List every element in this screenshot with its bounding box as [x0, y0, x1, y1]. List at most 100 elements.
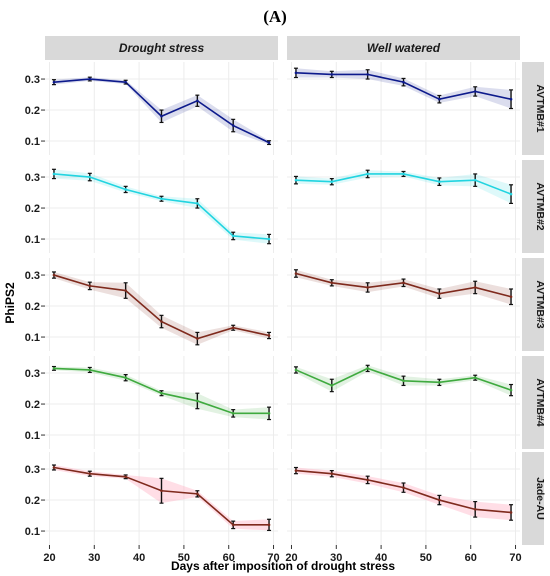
- row-strip: [522, 258, 544, 351]
- data-point: [196, 337, 199, 340]
- data-point: [267, 237, 271, 241]
- data-point: [509, 192, 513, 196]
- data-point: [52, 273, 56, 277]
- panel-background: [45, 356, 278, 449]
- data-point: [509, 511, 513, 514]
- data-point: [124, 188, 127, 191]
- column-strip: [45, 36, 278, 60]
- figure-label: (A): [263, 7, 287, 26]
- column-strip-label: Well watered: [367, 41, 441, 55]
- data-point: [231, 326, 235, 330]
- error-band: [295, 68, 512, 109]
- data-point: [196, 399, 199, 403]
- panel-background: [287, 62, 520, 155]
- x-tick-label: 20: [285, 552, 297, 564]
- data-point: [88, 77, 92, 81]
- data-point: [160, 114, 163, 118]
- data-point: [438, 180, 441, 183]
- facet-panel: [45, 356, 278, 449]
- y-tick-label: 0.3: [25, 172, 40, 184]
- data-point: [366, 367, 369, 370]
- data-point: [52, 80, 56, 84]
- y-tick-label: 0.3: [25, 270, 40, 282]
- data-point: [124, 80, 127, 84]
- data-point: [366, 172, 369, 176]
- data-point: [402, 281, 405, 285]
- data-point: [294, 71, 298, 75]
- data-point: [402, 172, 405, 176]
- data-point: [438, 97, 441, 101]
- data-point: [88, 368, 92, 372]
- facet-panel: [287, 258, 520, 351]
- y-tick-label: 0.3: [25, 74, 40, 86]
- row-strip-label: AVTMB#3: [534, 280, 546, 328]
- data-point: [473, 286, 477, 289]
- data-point: [196, 202, 199, 205]
- data-point: [330, 73, 334, 76]
- data-point: [267, 523, 271, 527]
- data-point: [330, 281, 334, 285]
- y-tick-label: 0.3: [25, 368, 40, 380]
- data-point: [88, 175, 92, 179]
- panel-background: [45, 160, 278, 253]
- data-point: [88, 472, 92, 476]
- data-point: [294, 178, 298, 182]
- facet-panel: [45, 160, 278, 253]
- data-point: [160, 489, 163, 493]
- data-point: [330, 180, 334, 183]
- y-tick-label: 0.3: [25, 464, 40, 476]
- data-point: [52, 466, 56, 469]
- row-strip: [522, 452, 544, 545]
- x-axis-title: Days after imposition of drought stress: [171, 559, 395, 573]
- data-point: [366, 73, 369, 76]
- facet-panel: [45, 258, 278, 351]
- data-point: [438, 498, 441, 502]
- data-point: [402, 80, 405, 84]
- y-tick-label: 0.1: [25, 430, 40, 442]
- data-point: [231, 412, 235, 415]
- data-point: [52, 172, 56, 176]
- error-band: [295, 467, 512, 521]
- facet-panel: [287, 356, 520, 449]
- facet-panel: [287, 452, 520, 545]
- data-point: [438, 292, 441, 295]
- error-band: [295, 269, 512, 305]
- y-tick-label: 0.2: [25, 203, 40, 215]
- row-strip: [522, 356, 544, 449]
- data-point: [231, 124, 235, 127]
- row-strip-label: Jade-AU: [534, 477, 546, 520]
- x-tick-label: 50: [178, 552, 190, 564]
- data-point: [473, 376, 477, 380]
- data-point: [473, 90, 477, 93]
- data-point: [160, 197, 163, 201]
- facet-panel: [45, 452, 278, 545]
- data-point: [294, 272, 298, 275]
- data-point: [124, 475, 127, 479]
- row-strip: [522, 160, 544, 253]
- y-tick-label: 0.1: [25, 136, 40, 148]
- y-tick-label: 0.1: [25, 234, 40, 246]
- row-strip-label: AVTMB#4: [534, 378, 546, 426]
- x-tick-label: 50: [420, 552, 432, 564]
- data-point: [402, 379, 405, 383]
- x-tick-label: 60: [465, 552, 477, 564]
- data-point: [330, 472, 334, 476]
- data-point: [160, 320, 163, 323]
- data-point: [160, 391, 163, 395]
- facet-panel: [287, 62, 520, 155]
- data-point: [124, 376, 127, 380]
- data-point: [88, 284, 92, 288]
- y-tick-label: 0.2: [25, 301, 40, 313]
- panel-grid: Drought stress Well watered AVTMB#1 0.1 0.2 0…: [25, 36, 546, 564]
- x-tick-label: 70: [267, 552, 279, 564]
- row-strip-label: AVTMB#2: [534, 182, 546, 230]
- data-point: [267, 412, 271, 415]
- data-point: [509, 295, 513, 299]
- y-tick-label: 0.2: [25, 399, 40, 411]
- y-tick-label: 0.2: [25, 495, 40, 507]
- data-point: [366, 286, 369, 289]
- data-point: [267, 141, 271, 144]
- x-tick-label: 20: [43, 552, 55, 564]
